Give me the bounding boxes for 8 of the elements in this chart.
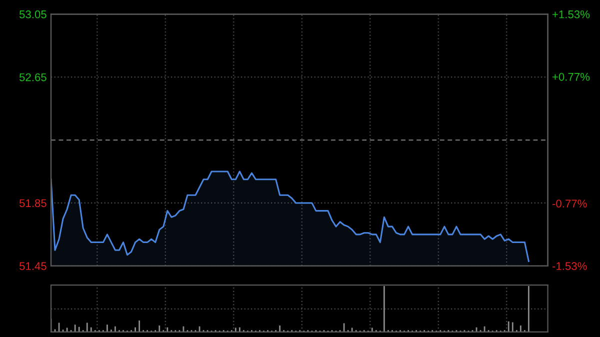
y2-tick-label: +0.77%: [552, 72, 590, 81]
y2-tick-label: -0.77%: [552, 200, 587, 208]
y2-tick-label: +1.53%: [552, 10, 590, 18]
y-tick-label: 52.65: [19, 73, 46, 82]
y-tick-label: 51.45: [19, 262, 46, 270]
y2-tick-label: -1.53%: [552, 262, 587, 270]
y-tick-label: 51.85: [19, 199, 46, 208]
y-tick-label: 53.05: [19, 10, 46, 18]
